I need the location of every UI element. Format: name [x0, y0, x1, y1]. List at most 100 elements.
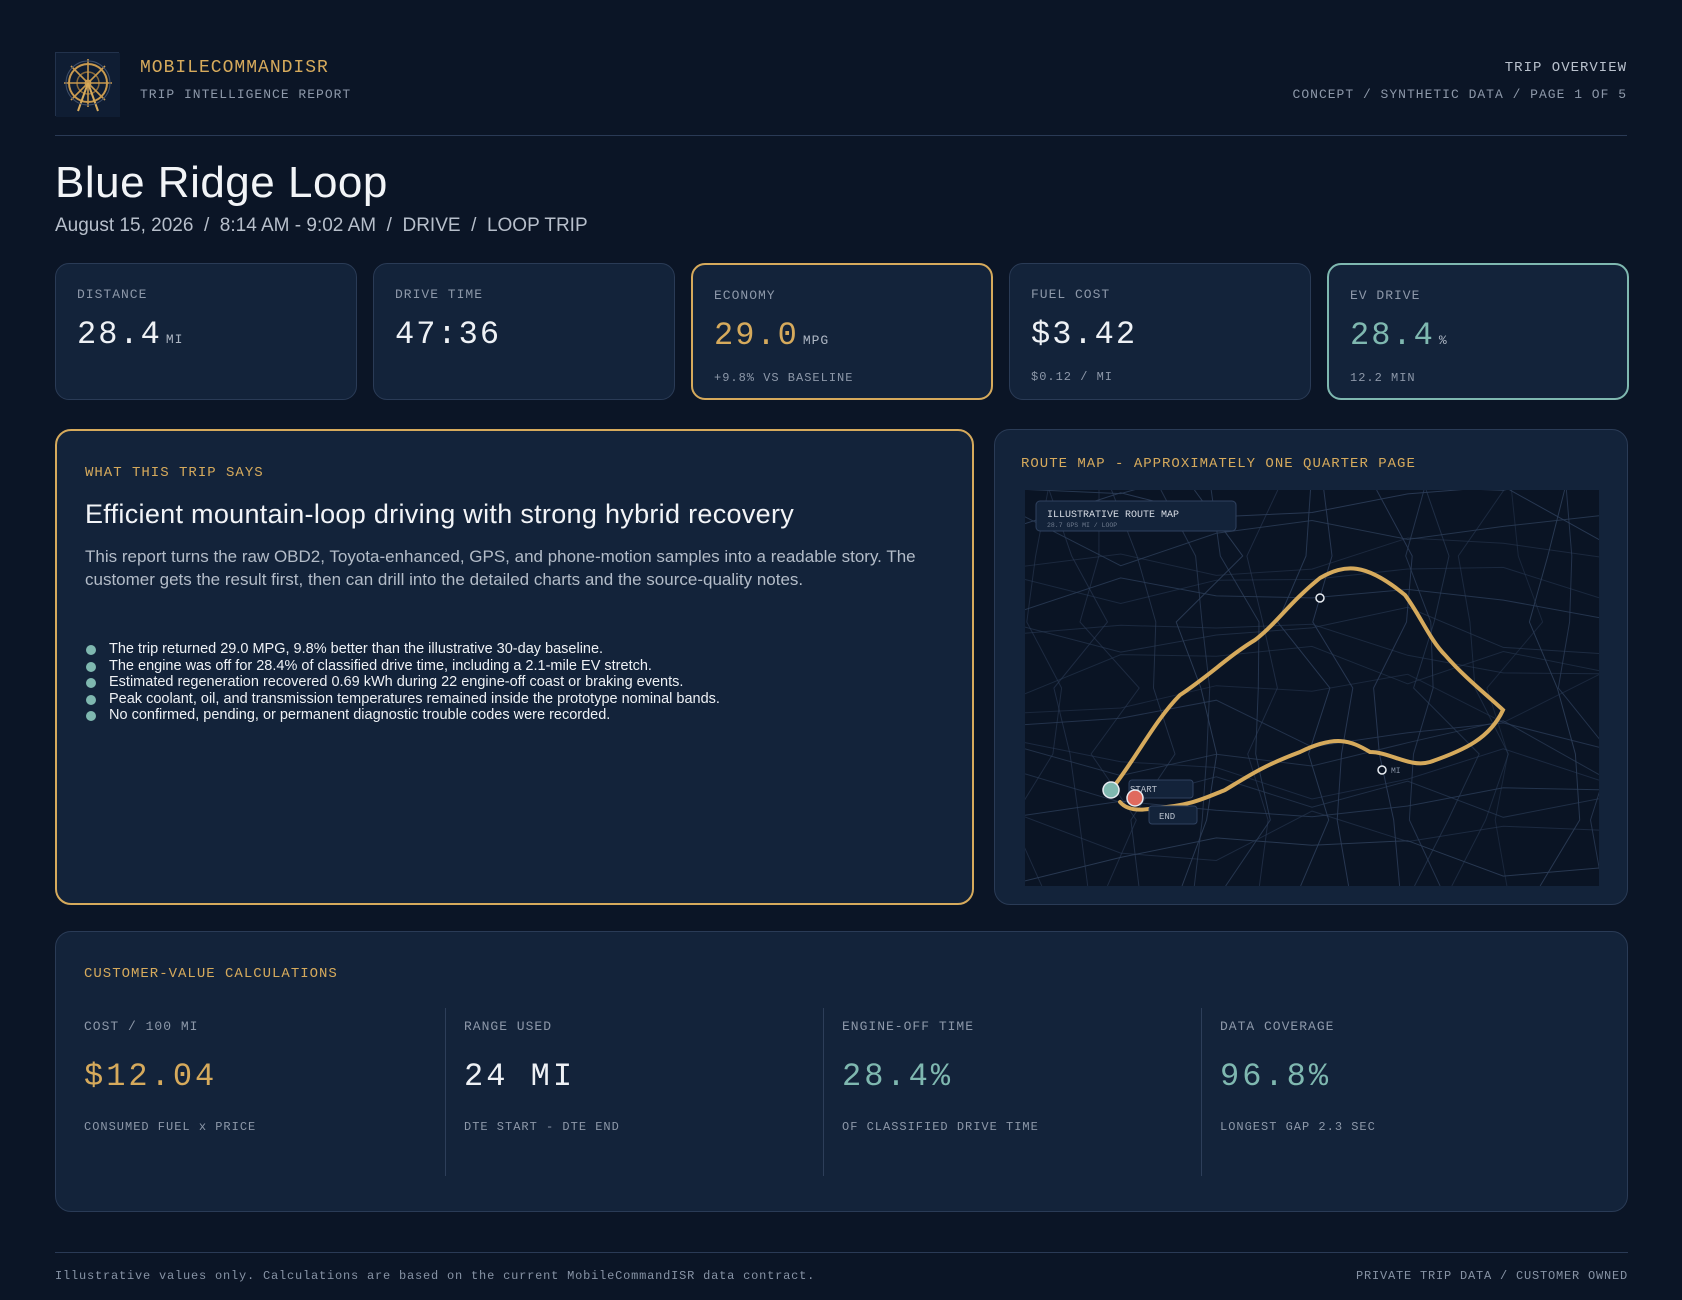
calc-value: 96.8% — [1220, 1058, 1332, 1095]
map-legend-sub-text: 28.7 GPS MI / LOOP — [1047, 522, 1117, 529]
map-road-line — [1312, 490, 1354, 886]
map-road-network — [1025, 490, 1599, 886]
map-legend-title-text: ILLUSTRATIVE ROUTE MAP — [1047, 510, 1179, 521]
kpi-sub: 12.2 MIN — [1350, 371, 1416, 385]
waypoint-icon — [1377, 765, 1387, 775]
bullet-dot-icon — [86, 694, 96, 705]
map-road-line — [1025, 490, 1599, 541]
map-road-line — [1025, 577, 1599, 619]
map-road-line — [1175, 490, 1244, 886]
map-road-line — [1025, 537, 1599, 576]
map-road-line — [1557, 490, 1599, 870]
kpi-number: 29.0 — [714, 317, 799, 354]
kpi-distance: DISTANCE 28.4 MI — [55, 263, 357, 400]
page-indicator: CONCEPT / SYNTHETIC DATA / PAGE 1 OF 5 — [1292, 87, 1627, 102]
bullet-dot-icon — [86, 661, 96, 672]
story-bullets: The trip returned 29.0 MPG, 9.8% better … — [85, 641, 720, 724]
mid-marker-label: MI — [1391, 767, 1401, 776]
bullet-dot-icon — [86, 711, 96, 722]
section-title: TRIP OVERVIEW — [1504, 60, 1627, 76]
calc-value: $12.04 — [84, 1058, 218, 1095]
kpi-value: 47:36 — [395, 316, 501, 353]
map-road-line — [1079, 490, 1140, 886]
map-road-line — [1246, 490, 1279, 886]
report-header: MOBILECOMMANDISR TRIP INTELLIGENCE REPOR… — [55, 52, 1627, 136]
kpi-number: 28.4 — [77, 316, 162, 353]
calc-cost-per-100mi: COST / 100 MI $12.04 CONSUMED FUEL x PRI… — [66, 1008, 444, 1176]
map-road-line — [1025, 490, 1063, 886]
kpi-unit: MPG — [802, 333, 830, 348]
bullet-text: Peak coolant, oil, and transmission temp… — [109, 690, 720, 707]
kpi-ev-drive: EV DRIVE 28.4% 12.2 MIN — [1327, 263, 1629, 400]
calc-value: 28.4% — [842, 1058, 954, 1095]
route-map[interactable]: MI START END ILLUSTRATIVE ROUTE MAP 28.7… — [1025, 490, 1599, 886]
bullet-text: The trip returned 29.0 MPG, 9.8% better … — [109, 641, 604, 657]
trip-title: Blue Ridge Loop — [55, 158, 388, 207]
trip-subtitle-text: August 15, 2026 / 8:14 AM - 9:02 AM / DR… — [55, 215, 588, 236]
helm-compass-icon — [55, 52, 120, 117]
kpi-label: EV DRIVE — [1350, 288, 1421, 303]
calc-value: 24 MI — [464, 1058, 576, 1095]
map-road-line — [1025, 566, 1599, 605]
list-item: The trip returned 29.0 MPG, 9.8% better … — [85, 641, 720, 658]
kpi-label: DRIVE TIME — [395, 287, 484, 302]
kpi-sub: $0.12 / MI — [1031, 370, 1114, 384]
map-road-line — [1413, 490, 1480, 886]
kpi-number: $3.42 — [1031, 316, 1138, 353]
list-item: The engine was off for 28.4% of classifi… — [85, 658, 720, 675]
map-road-line — [1048, 490, 1109, 886]
bullet-dot-icon — [86, 645, 96, 655]
brand-subtitle: TRIP INTELLIGENCE REPORT — [140, 87, 352, 102]
route-path — [1109, 566, 1506, 812]
map-road-line — [1486, 490, 1544, 886]
calc-engine-off-time: ENGINE-OFF TIME 28.4% OF CLASSIFIED DRIV… — [823, 1008, 1201, 1176]
calc-sub: LONGEST GAP 2.3 SEC — [1220, 1120, 1376, 1134]
story-headline: Efficient mountain-loop driving with str… — [85, 499, 795, 529]
end-label: END — [1159, 812, 1175, 822]
start-label: START — [1130, 785, 1158, 795]
end-marker-icon[interactable] — [1126, 789, 1144, 807]
map-road-line — [1025, 645, 1599, 695]
kpi-unit: % — [1438, 333, 1448, 348]
trip-subtitle: August 15, 2026 / 8:14 AM - 9:02 AM / DR… — [55, 215, 588, 237]
kpi-number: 47:36 — [395, 316, 502, 353]
calc-sub: DTE START - DTE END — [464, 1120, 620, 1134]
calc-label: ENGINE-OFF TIME — [842, 1019, 975, 1034]
kpi-number: 28.4 — [1350, 317, 1435, 354]
waypoint-icon — [1315, 593, 1325, 603]
map-legend-box — [1035, 500, 1237, 532]
end-label-box — [1148, 805, 1198, 825]
map-road-line — [1025, 606, 1599, 654]
start-marker-icon[interactable] — [1102, 781, 1120, 799]
map-road-line — [1025, 837, 1599, 882]
map-road-line — [1025, 810, 1599, 862]
map-road-line — [1025, 699, 1599, 748]
kpi-fuel-cost: FUEL COST $3.42 $0.12 / MI — [1009, 263, 1311, 400]
map-road-line — [1025, 673, 1599, 724]
map-legend-sub: 28.7 GPS MI / LOOP — [1047, 522, 1117, 529]
bullet-dot-icon — [86, 678, 96, 689]
trip-story-panel: WHAT THIS TRIP SAYS Efficient mountain-l… — [55, 429, 974, 905]
map-legend-title: ILLUSTRATIVE ROUTE MAP — [1047, 510, 1179, 521]
calc-label: RANGE USED — [464, 1019, 553, 1034]
panel-label: ROUTE MAP - APPROXIMATELY ONE QUARTER PA… — [1021, 456, 1416, 472]
calc-data-coverage: DATA COVERAGE 96.8% LONGEST GAP 2.3 SEC — [1201, 1008, 1579, 1176]
map-road-line — [1111, 490, 1176, 886]
start-label-text: START — [1130, 785, 1158, 795]
calc-range-used: RANGE USED 24 MI DTE START - DTE END — [445, 1008, 823, 1176]
kpi-value: $3.42 — [1031, 316, 1137, 353]
map-road-line — [1210, 490, 1271, 886]
bullet-text: Estimated regeneration recovered 0.69 kW… — [109, 674, 684, 691]
end-label-text: END — [1159, 812, 1175, 822]
route-map-panel: ROUTE MAP - APPROXIMATELY ONE QUARTER PA… — [994, 429, 1628, 905]
kpi-label: ECONOMY — [714, 288, 776, 303]
map-road-line — [1025, 742, 1599, 800]
map-road-line — [1160, 490, 1211, 886]
kpi-value: 28.4 MI — [77, 316, 183, 353]
panel-label: WHAT THIS TRIP SAYS — [85, 465, 264, 481]
panel-label: CUSTOMER-VALUE CALCULATIONS — [84, 966, 338, 982]
kpi-drive-time: DRIVE TIME 47:36 — [373, 263, 675, 400]
kpi-sub: +9.8% VS BASELINE — [714, 371, 854, 385]
calc-label: DATA COVERAGE — [1220, 1019, 1335, 1034]
footer-divider — [55, 1252, 1628, 1253]
